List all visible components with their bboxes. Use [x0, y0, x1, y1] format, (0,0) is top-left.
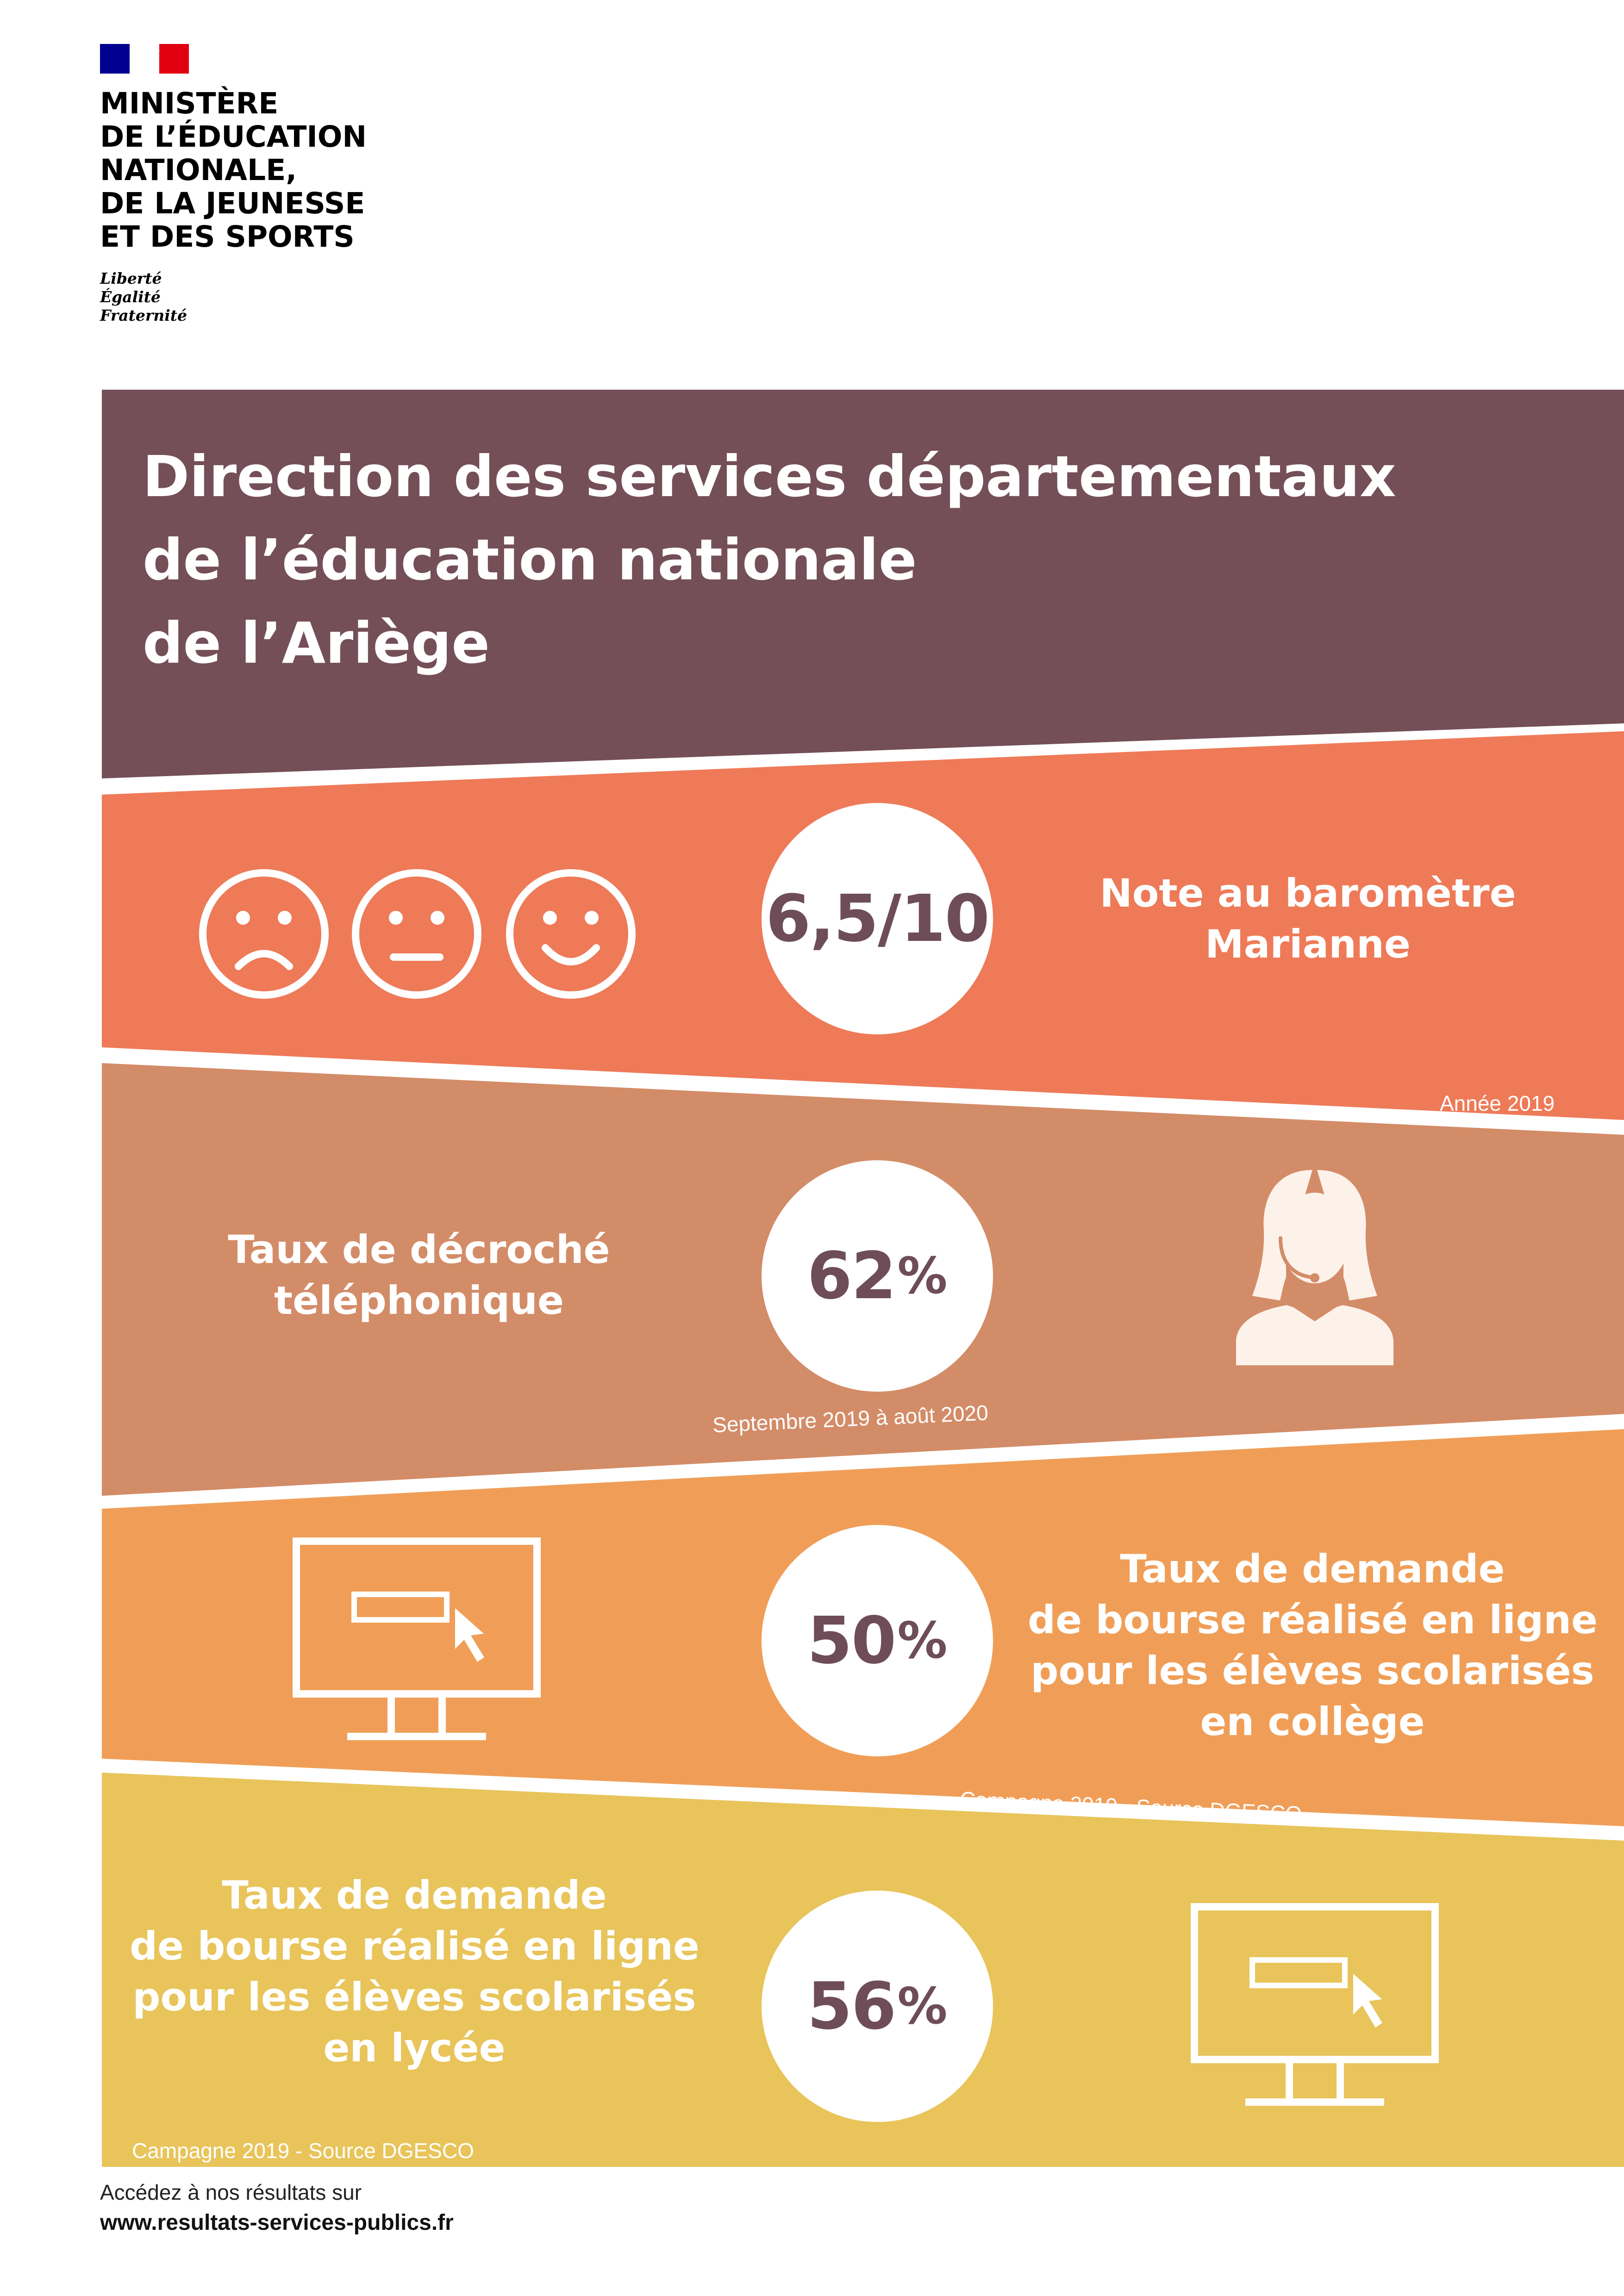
label-line: de bourse réalisé en ligne	[1028, 1597, 1598, 1643]
happy-face-icon	[506, 869, 636, 999]
college-rate-circle: 50%	[762, 1525, 993, 1756]
ministry-line: DE L’ÉDUCATION	[100, 120, 367, 154]
label-line: en collège	[1200, 1699, 1425, 1744]
lycee-label: Taux de demande de bourse réalisé en lig…	[130, 1870, 700, 2073]
ministry-line: NATIONALE,	[100, 153, 297, 187]
ministry-line: ET DES SPORTS	[100, 220, 355, 254]
motto-line: Fraternité	[100, 306, 187, 324]
header-band	[102, 390, 1624, 778]
label-line: Marianne	[1205, 921, 1411, 967]
footer-intro: Accédez à nos résultats sur	[100, 2180, 362, 2204]
label-line: Taux de demande	[1120, 1546, 1505, 1592]
ministry-name: MINISTÈRE DE L’ÉDUCATION NATIONALE, DE L…	[100, 87, 424, 254]
marianne-note: Année 2019	[1440, 1091, 1555, 1115]
motto-line: Égalité	[100, 288, 161, 306]
call-center-agent-icon	[1236, 1170, 1393, 1365]
label-line: pour les élèves scolarisés	[1031, 1648, 1594, 1693]
computer-monitor-icon	[293, 1537, 541, 1740]
percent-sign: %	[897, 1247, 948, 1305]
lycee-note: Campagne 2019 - Source DGESCO	[132, 2139, 474, 2163]
percent-sign: %	[897, 1612, 948, 1670]
telephone-rate-circle: 62%	[762, 1160, 993, 1392]
lycee-rate-circle: 56%	[762, 1891, 993, 2122]
marianne-score-circle: 6,5/10	[762, 803, 993, 1034]
marianne-profile-icon	[137, 50, 160, 72]
college-label: Taux de demande de bourse réalisé en lig…	[1028, 1543, 1598, 1747]
title-line: de l’Ariège	[143, 610, 490, 676]
results-website-link[interactable]: www.resultats-services-publics.fr	[100, 2210, 454, 2235]
telephone-label: Taux de décroché téléphonique	[176, 1224, 662, 1326]
telephone-rate-value: 62	[807, 1238, 896, 1314]
label-line: Note au baromètre	[1099, 871, 1516, 916]
ministry-line: MINISTÈRE	[100, 87, 279, 120]
neutral-face-icon	[352, 869, 481, 999]
lycee-rate-value: 56	[807, 1968, 896, 2044]
marianne-score-value: 6,5/10	[766, 881, 990, 957]
page-title: Direction des services départementaux de…	[143, 435, 1555, 685]
percent-sign: %	[897, 1977, 948, 2035]
sad-face-icon	[199, 869, 329, 999]
label-line: Taux de décroché	[228, 1227, 610, 1272]
title-line: Direction des services départementaux	[143, 444, 1396, 510]
college-rate-value: 50	[807, 1603, 896, 1679]
computer-monitor-icon	[1191, 1903, 1439, 2106]
label-line: Taux de demande	[222, 1873, 607, 1918]
title-line: de l’éducation nationale	[143, 527, 917, 593]
label-line: pour les élèves scolarisés	[132, 1974, 696, 2020]
motto-line: Liberté	[100, 269, 162, 287]
label-line: en lycée	[323, 2025, 506, 2071]
label-line: téléphonique	[274, 1278, 564, 1323]
republic-flag-logo	[100, 44, 189, 74]
ministry-line: DE LA JEUNESSE	[100, 187, 365, 220]
marianne-label: Note au baromètre Marianne	[1065, 868, 1551, 970]
republic-motto: Liberté Égalité Fraternité	[100, 269, 239, 325]
label-line: de bourse réalisé en ligne	[130, 1923, 700, 1969]
